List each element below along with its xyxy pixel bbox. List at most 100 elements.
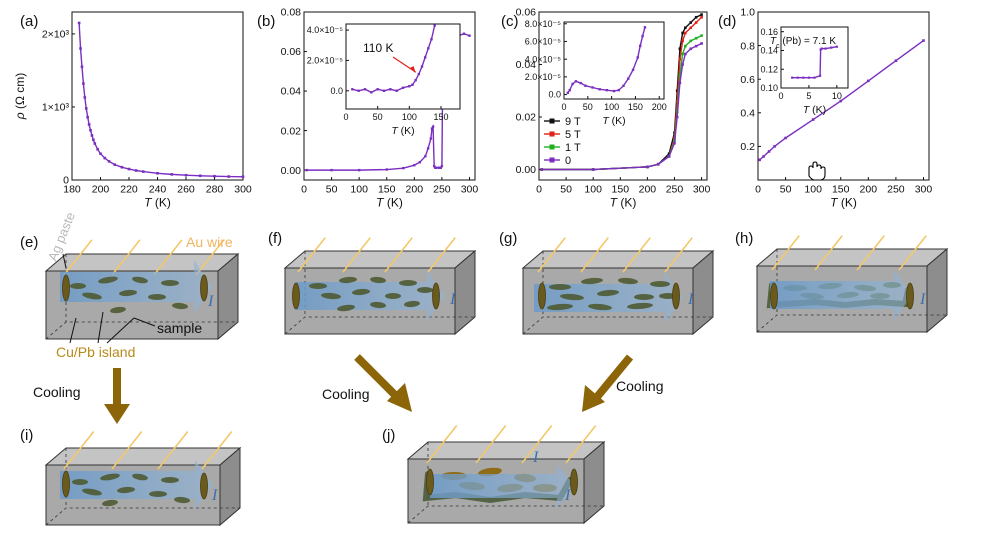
rho-point bbox=[107, 160, 111, 163]
panel-label-j: (j) bbox=[382, 427, 395, 444]
panel-label-c: (c) bbox=[501, 13, 519, 30]
chart-b: 0 50 100 150 200 250 3000.000.020.040.060.08T … bbox=[281, 7, 479, 210]
y-tick-label: 0.4 bbox=[740, 107, 755, 119]
current-arrow bbox=[60, 260, 212, 314]
x-tick-label: 240 bbox=[149, 184, 167, 196]
au-wire-label: Au wire bbox=[186, 234, 233, 250]
au-wire bbox=[475, 425, 507, 464]
y-tick-label: 0.0 bbox=[330, 86, 343, 96]
rho-point bbox=[134, 169, 138, 172]
au-wire bbox=[565, 425, 597, 464]
au-wire bbox=[342, 237, 371, 273]
x-axis-label: T (K) bbox=[376, 196, 403, 210]
rho-point bbox=[79, 47, 82, 50]
island bbox=[404, 300, 420, 308]
inset-b-point bbox=[417, 72, 421, 76]
au-wire bbox=[521, 425, 553, 464]
inset-c-point bbox=[598, 88, 601, 91]
island bbox=[119, 289, 137, 297]
y-tick-label: 0.00 bbox=[516, 164, 537, 176]
x-axis-unit: (K) bbox=[838, 196, 857, 210]
rho-point bbox=[156, 171, 159, 175]
series-2-point bbox=[689, 39, 693, 43]
series-1-point bbox=[694, 21, 698, 24]
series-0-point bbox=[667, 152, 671, 156]
ag-paste-contact bbox=[200, 472, 208, 500]
rho-b-point bbox=[468, 34, 471, 37]
inset-d-point bbox=[796, 76, 799, 79]
x-axis-unit: (K) bbox=[398, 125, 415, 137]
panel-label-a: (a) bbox=[20, 13, 38, 30]
x-tick-label: 0 bbox=[755, 184, 761, 196]
ag-paste-contact bbox=[770, 282, 778, 310]
x-tick-label: 50 bbox=[560, 184, 572, 196]
inset-c-point bbox=[568, 88, 571, 92]
current-label: I bbox=[919, 291, 926, 308]
au-wire bbox=[856, 235, 885, 271]
panel-label-b: (b) bbox=[257, 13, 275, 30]
island bbox=[82, 292, 102, 300]
rho-b-point bbox=[402, 166, 405, 170]
island bbox=[174, 496, 190, 504]
inset-c-point bbox=[636, 56, 640, 59]
au-wire bbox=[622, 237, 651, 273]
inset-b-point bbox=[420, 65, 424, 68]
cooling-arrow-i bbox=[104, 368, 130, 424]
au-wire bbox=[427, 237, 456, 273]
island-label: Cu/Pb island bbox=[56, 344, 135, 360]
au-wire bbox=[537, 237, 566, 273]
series-3-point bbox=[673, 141, 676, 145]
series-3-point bbox=[667, 155, 671, 158]
chart-d: 0 50 100 150 200 250 300 0.2 0.4 0.6 0.8 1.0 T (K) 0 5… bbox=[740, 7, 932, 210]
series-3-point bbox=[700, 42, 703, 45]
x-axis-label: T (K) bbox=[830, 196, 857, 210]
rho-d-point bbox=[773, 145, 776, 148]
inset-c-point bbox=[617, 88, 620, 92]
rho-point bbox=[83, 96, 87, 99]
x-axis-symbol: T bbox=[376, 196, 385, 210]
x-tick-label: 150 bbox=[832, 184, 850, 196]
inset-c-point bbox=[591, 86, 594, 89]
x-tick-label: 0 bbox=[301, 184, 307, 196]
y-tick-label: 0.04 bbox=[281, 86, 302, 98]
x-axis-unit: (K) bbox=[384, 196, 403, 210]
inset-d-point bbox=[819, 48, 822, 51]
inset-b-point bbox=[363, 88, 367, 91]
ag-paste-contact bbox=[62, 274, 70, 302]
x-axis-unit: (K) bbox=[809, 104, 826, 116]
rho-point bbox=[80, 65, 84, 69]
inset-c-point bbox=[605, 88, 609, 92]
series-3-point bbox=[540, 168, 544, 171]
cooling-label-3: Cooling bbox=[616, 378, 663, 394]
box-top bbox=[521, 250, 715, 269]
x-tick-label: 150 bbox=[628, 102, 643, 112]
x-tick-label: 50 bbox=[583, 102, 593, 112]
island bbox=[370, 301, 386, 309]
x-axis-symbol: T bbox=[391, 125, 399, 137]
rho-point bbox=[227, 175, 231, 178]
inset-b-point bbox=[357, 89, 360, 92]
rho-d-point bbox=[894, 59, 898, 63]
rho-point bbox=[120, 165, 124, 169]
inset-b-point bbox=[408, 85, 411, 88]
x-axis-label: T (K) bbox=[391, 125, 414, 137]
rho-point bbox=[96, 148, 99, 151]
x-tick-label: 10 bbox=[832, 91, 842, 101]
x-tick-label: 180 bbox=[63, 184, 81, 196]
series-3-point bbox=[646, 165, 649, 169]
box-hidden-edge bbox=[45, 507, 240, 526]
rho-b-point bbox=[418, 161, 422, 164]
rho-point bbox=[103, 156, 107, 160]
inset-c-point bbox=[638, 44, 642, 48]
island bbox=[560, 293, 584, 301]
schematic-i: I bbox=[44, 431, 242, 527]
panel-label-i: (i) bbox=[20, 427, 33, 444]
ag-paste-contact bbox=[538, 282, 546, 310]
inset-b-point bbox=[411, 83, 414, 86]
x-tick-label: 0 bbox=[343, 112, 348, 122]
rho-point bbox=[93, 142, 97, 145]
island bbox=[132, 473, 148, 481]
y-tick-label: 0.06 bbox=[516, 7, 537, 19]
